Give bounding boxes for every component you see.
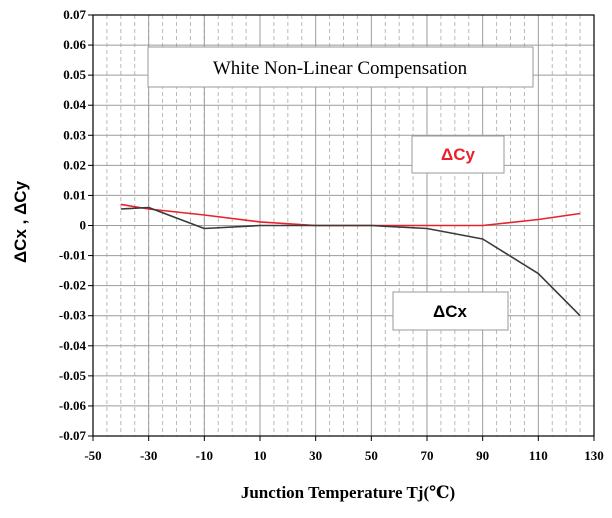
y-tick-label: -0.06 bbox=[59, 398, 87, 413]
y-axis-title: ΔCx , ΔCy bbox=[11, 180, 30, 263]
x-tick-label: -30 bbox=[140, 448, 157, 463]
y-tick-label: 0.07 bbox=[63, 7, 86, 22]
y-tick-label: -0.05 bbox=[59, 368, 87, 383]
y-tick-label: -0.04 bbox=[59, 338, 87, 353]
series-label-cy-frame bbox=[411, 135, 505, 174]
y-tick-label: -0.02 bbox=[59, 278, 86, 293]
x-tick-label: -50 bbox=[84, 448, 101, 463]
y-tick-label: -0.03 bbox=[59, 308, 87, 323]
y-tick-label: 0.05 bbox=[63, 67, 86, 82]
y-tick-label: 0.04 bbox=[63, 97, 86, 112]
series-label-cx: ΔCx bbox=[433, 302, 467, 321]
y-tick-label: 0.06 bbox=[63, 37, 86, 52]
y-tick-label: 0.02 bbox=[63, 157, 86, 172]
x-tick-label: 30 bbox=[309, 448, 322, 463]
x-tick-label: 10 bbox=[254, 448, 267, 463]
x-tick-label: -10 bbox=[196, 448, 213, 463]
x-tick-label: 70 bbox=[421, 448, 434, 463]
y-tick-label: 0.03 bbox=[63, 127, 86, 142]
y-tick-label: -0.01 bbox=[59, 248, 86, 263]
series-line-cx bbox=[120, 206, 581, 317]
title-box: White Non-Linear Compensation bbox=[147, 46, 534, 88]
axes: 0.07 0.06 0.05 0.04 0.03 0.02 0.01 0 -0.01 -0.02 -… bbox=[59, 7, 604, 463]
series-label-cy: ΔCy bbox=[441, 145, 475, 164]
x-tick-label: 130 bbox=[584, 448, 604, 463]
series-label-cx-box: ΔCx bbox=[392, 291, 509, 331]
x-tick-label: 90 bbox=[476, 448, 489, 463]
y-tick-label: 0.01 bbox=[63, 187, 86, 202]
y-tick-label: 0 bbox=[80, 218, 87, 233]
series-label-cy-box: ΔCy bbox=[411, 135, 505, 174]
title-box-frame bbox=[147, 46, 534, 88]
chart-title: White Non-Linear Compensation bbox=[213, 58, 468, 79]
x-axis-title: Junction Temperature Tj(℃) bbox=[241, 483, 455, 502]
series-lines bbox=[120, 203, 581, 317]
x-tick-label: 50 bbox=[365, 448, 378, 463]
y-tick-label: -0.07 bbox=[59, 428, 87, 443]
series-label-cx-frame bbox=[392, 291, 509, 331]
x-tick-label: 110 bbox=[529, 448, 548, 463]
